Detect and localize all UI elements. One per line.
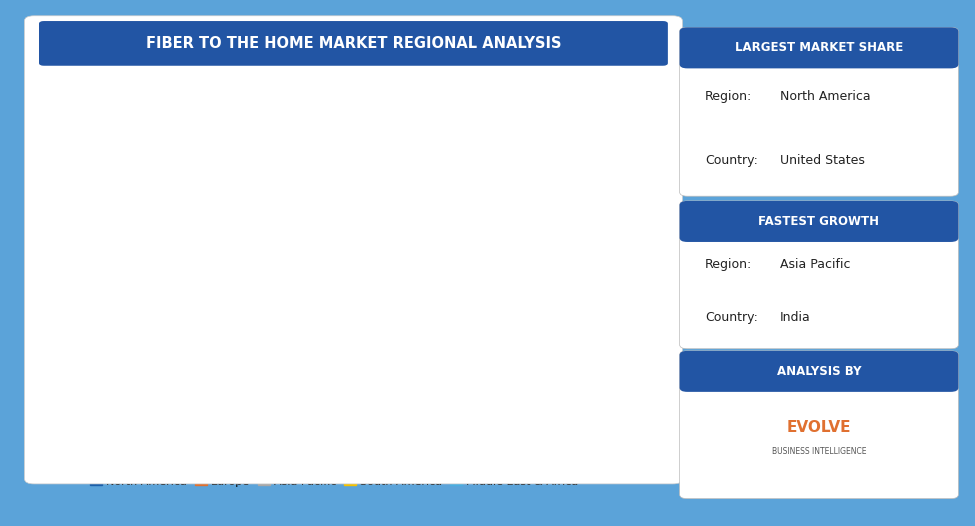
Text: 27%: 27% xyxy=(619,383,647,397)
Bar xyxy=(344,359,372,379)
Bar xyxy=(573,352,602,434)
Bar xyxy=(115,409,143,411)
Bar xyxy=(573,217,602,234)
Text: North America: North America xyxy=(780,89,871,103)
Bar xyxy=(436,382,464,434)
Bar xyxy=(69,412,98,414)
Bar xyxy=(825,391,833,412)
Bar xyxy=(344,342,372,353)
Bar xyxy=(482,323,510,369)
Bar xyxy=(161,404,189,412)
Bar xyxy=(69,421,98,426)
Bar xyxy=(619,197,647,272)
Bar xyxy=(69,414,98,416)
Text: Country:: Country: xyxy=(705,154,758,167)
Bar xyxy=(298,370,327,375)
Bar xyxy=(253,383,281,387)
Bar xyxy=(344,379,372,402)
Text: 23%: 23% xyxy=(619,228,647,241)
Bar xyxy=(815,387,823,412)
Text: Region:: Region: xyxy=(705,258,752,271)
Bar xyxy=(298,375,327,390)
Bar xyxy=(390,317,418,331)
Bar xyxy=(161,412,189,421)
Text: Region:: Region: xyxy=(705,89,752,103)
Bar xyxy=(573,291,602,352)
Bar xyxy=(390,364,418,393)
Bar xyxy=(207,389,235,394)
Bar xyxy=(482,272,510,284)
Text: Asia Pacific: Asia Pacific xyxy=(780,258,850,271)
Bar xyxy=(527,303,556,357)
Text: United States: United States xyxy=(780,154,865,167)
Bar xyxy=(436,313,464,346)
Bar xyxy=(390,331,418,338)
Bar xyxy=(573,234,602,291)
Bar xyxy=(344,353,372,359)
Text: ANALYSIS BY: ANALYSIS BY xyxy=(777,365,861,378)
Text: $61.23 Bn: $61.23 Bn xyxy=(579,92,637,102)
Bar xyxy=(298,362,327,370)
Bar xyxy=(619,272,647,346)
Bar xyxy=(482,369,510,434)
Text: India: India xyxy=(780,311,811,325)
Bar xyxy=(619,175,647,197)
Bar xyxy=(115,417,143,424)
Bar xyxy=(253,400,281,414)
Bar xyxy=(207,418,235,434)
Bar xyxy=(115,424,143,434)
Bar xyxy=(69,416,98,421)
Bar xyxy=(436,305,464,313)
Bar xyxy=(115,411,143,417)
Bar xyxy=(344,402,372,434)
Bar xyxy=(253,377,281,383)
Bar xyxy=(253,414,281,434)
Bar xyxy=(805,393,813,412)
Text: $47.54 Bn: $47.54 Bn xyxy=(110,351,174,396)
Bar xyxy=(573,187,602,217)
Bar xyxy=(796,400,803,412)
Bar xyxy=(207,397,235,407)
Bar xyxy=(527,216,556,241)
Bar xyxy=(436,346,464,382)
Bar xyxy=(207,407,235,418)
Legend: North America, Europe, Asia Pacific, South America, Middle East & Africa: North America, Europe, Asia Pacific, Sou… xyxy=(86,472,583,491)
Bar xyxy=(161,398,189,402)
Bar xyxy=(390,393,418,434)
Bar xyxy=(835,397,842,412)
Bar xyxy=(298,390,327,409)
Bar xyxy=(436,288,464,305)
Text: FIBER TO THE HOME MARKET REGIONAL ANALYSIS: FIBER TO THE HOME MARKET REGIONAL ANALYS… xyxy=(145,36,562,51)
Text: Country:: Country: xyxy=(705,311,758,325)
Text: BUSINESS INTELLIGENCE: BUSINESS INTELLIGENCE xyxy=(772,447,866,456)
Text: LARGEST MARKET SHARE: LARGEST MARKET SHARE xyxy=(735,42,903,54)
Bar xyxy=(527,256,556,303)
Bar xyxy=(298,409,327,434)
Text: FASTEST GROWTH: FASTEST GROWTH xyxy=(759,215,879,228)
Bar xyxy=(527,241,556,256)
Bar xyxy=(69,426,98,434)
Bar xyxy=(482,251,510,272)
Bar xyxy=(619,346,647,434)
Text: EVOLVE: EVOLVE xyxy=(787,420,851,436)
Bar xyxy=(482,284,510,323)
Bar xyxy=(527,357,556,434)
Bar xyxy=(115,407,143,409)
Bar xyxy=(161,421,189,434)
Bar xyxy=(253,387,281,400)
Bar xyxy=(390,338,418,364)
Bar xyxy=(161,402,189,404)
Bar xyxy=(619,109,647,175)
Bar xyxy=(207,394,235,397)
